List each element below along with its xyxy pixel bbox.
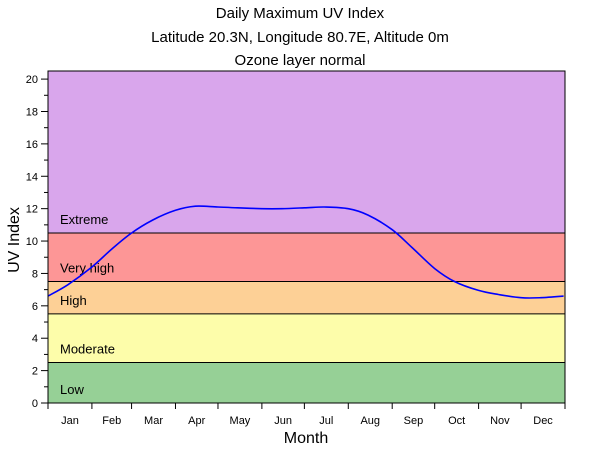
x-tick-label-jan: Jan	[61, 415, 79, 427]
x-tick-label-apr: Apr	[188, 415, 205, 427]
x-tick-label-dec: Dec	[533, 415, 553, 427]
y-tick-label: 10	[26, 236, 38, 248]
band-label-low: Low	[60, 382, 84, 397]
uv-series	[47, 205, 564, 299]
chart-subtitle-ozone: Ozone layer normal	[234, 52, 366, 69]
axes	[47, 70, 566, 404]
x-tick-label-jun: Jun	[274, 415, 292, 427]
y-tick-label: 12	[26, 204, 38, 216]
x-tick-label-oct: Oct	[448, 415, 465, 427]
band-moderate	[48, 313, 565, 363]
x-tick-label-feb: Feb	[102, 415, 121, 427]
x-tick-label-nov: Nov	[490, 415, 510, 427]
y-tick-label: 14	[26, 171, 38, 183]
band-label-very-high: Very high	[60, 261, 114, 276]
band-extreme	[48, 71, 565, 233]
y-ticks: 0 2 4 6 8 10 12 14 16 18 20	[26, 74, 48, 410]
y-tick-label: 18	[26, 106, 38, 118]
band-very-high	[48, 232, 565, 282]
y-axis-label: UV Index	[6, 207, 23, 273]
y-tick-label: 16	[26, 139, 38, 151]
x-tick-label-may: May	[230, 415, 251, 427]
x-tick-label-jul: Jul	[319, 415, 333, 427]
x-axis-label: Month	[284, 430, 328, 447]
x-tick-label-mar: Mar	[144, 415, 163, 427]
band-label-high: High	[60, 293, 87, 308]
y-tick-label: 2	[32, 366, 38, 378]
x-tick-label-aug: Aug	[360, 415, 380, 427]
plot-frame	[47, 70, 566, 404]
uv-index-line	[47, 205, 564, 299]
x-ticks: Jan Feb Mar Apr May Jun Jul Aug Sep Oct Nov Dec	[47, 403, 566, 427]
y-tick-label: 4	[32, 333, 38, 345]
band-high	[48, 281, 565, 314]
y-tick-label: 20	[26, 74, 38, 86]
y-tick-label: 8	[32, 268, 38, 280]
chart-title: Daily Maximum UV Index	[215, 5, 385, 22]
y-tick-label: 6	[32, 301, 38, 313]
y-tick-label: 0	[32, 398, 38, 410]
band-label-moderate: Moderate	[60, 342, 115, 357]
band-label-extreme: Extreme	[60, 212, 108, 227]
chart-subtitle-location: Latitude 20.3N, Longitude 80.7E, Altitud…	[151, 29, 449, 46]
band-low	[48, 362, 565, 403]
x-tick-label-sep: Sep	[404, 415, 424, 427]
uv-bands: Low Moderate High Very high Extreme	[48, 71, 565, 403]
